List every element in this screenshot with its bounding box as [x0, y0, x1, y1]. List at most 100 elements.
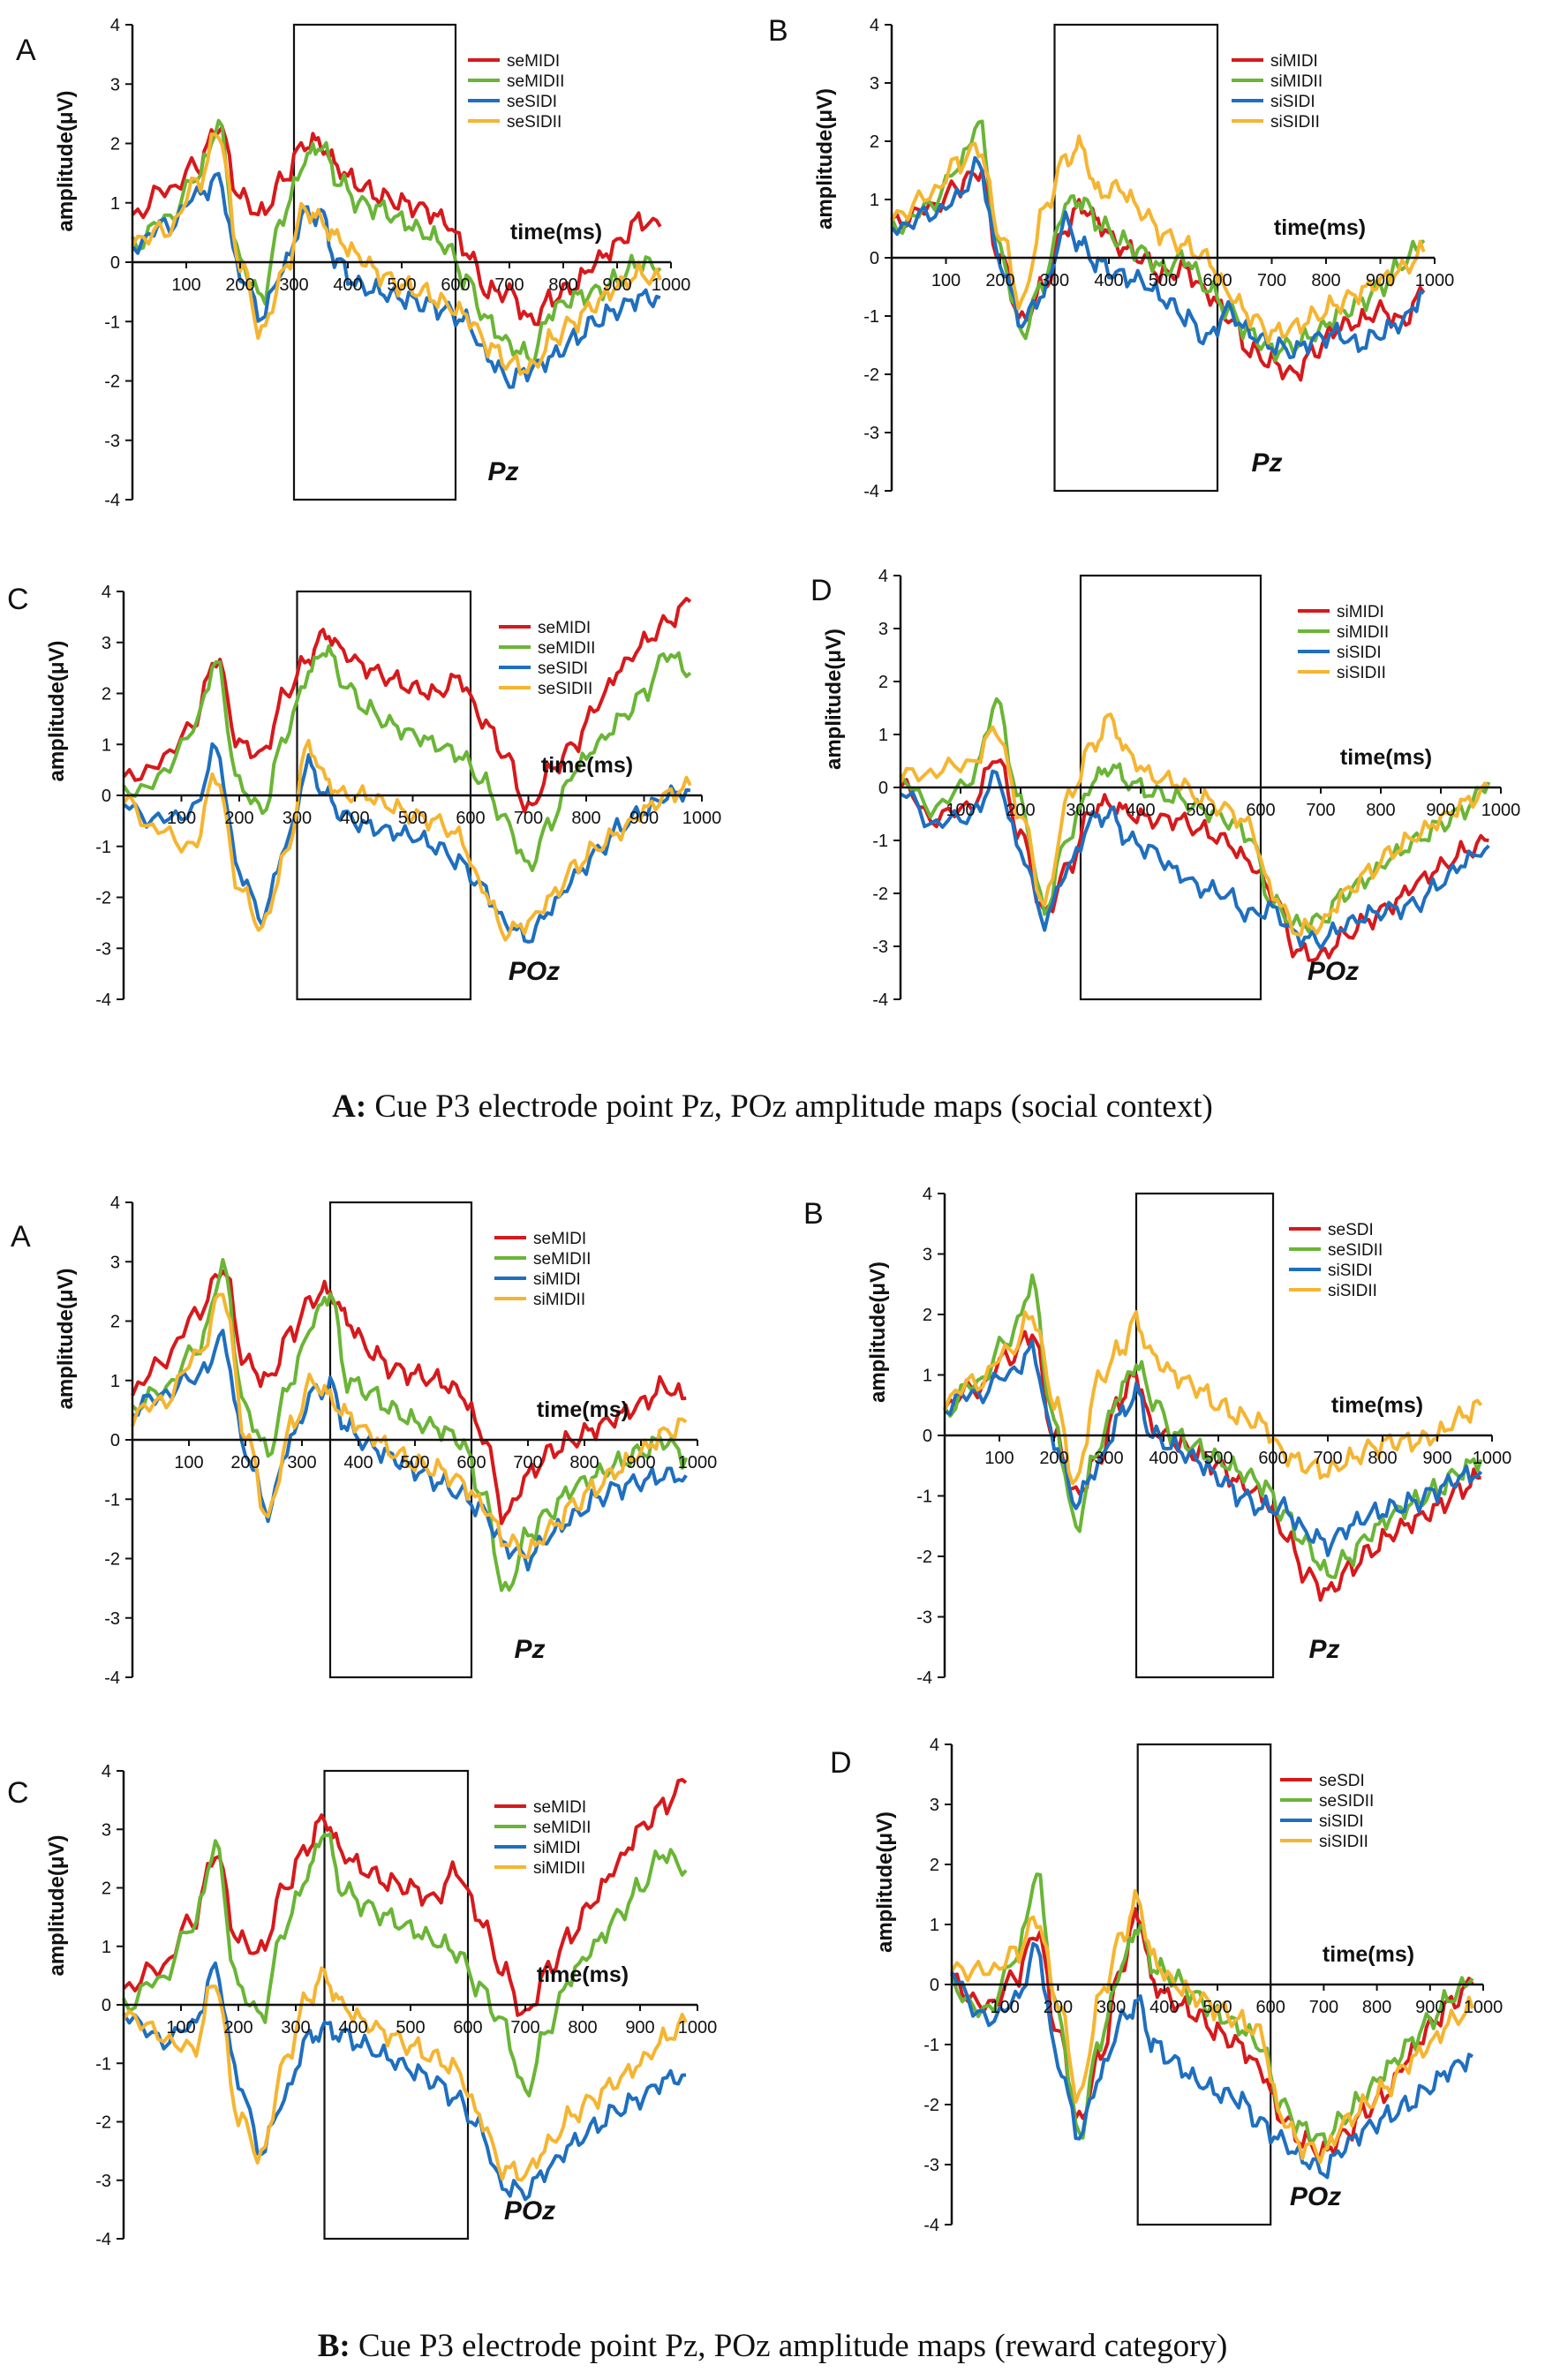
legend-entry: siSIDI — [1328, 1262, 1373, 1280]
x-tick-label: 400 — [333, 275, 362, 295]
x-tick-label: 100 — [171, 275, 200, 295]
electrode-label: Pz — [487, 457, 518, 486]
x-tick-label: 700 — [1257, 271, 1286, 290]
y-tick-label: -1 — [923, 2036, 939, 2055]
series-line-siMIDII — [122, 1966, 688, 2182]
x-tick-label: 500 — [1186, 801, 1215, 820]
x-tick-label: 400 — [1094, 271, 1123, 290]
y-tick-label: -1 — [104, 1490, 120, 1510]
series-line-seMIDII — [131, 1258, 689, 1593]
x-tick-label: 400 — [1149, 1449, 1178, 1468]
y-tick-label: 3 — [923, 1246, 932, 1265]
x-tick-label: 1000 — [1473, 1449, 1512, 1468]
y-tick-label: -4 — [95, 2230, 111, 2249]
y-tick-label: 3 — [110, 1253, 120, 1272]
x-axis-label: time(ms) — [1340, 745, 1432, 770]
y-tick-label: 0 — [110, 253, 120, 273]
x-tick-label: 700 — [1313, 1449, 1342, 1468]
x-tick-label: 800 — [548, 275, 577, 295]
y-tick-label: -1 — [872, 832, 888, 851]
y-tick-label: 4 — [110, 1194, 120, 1213]
x-tick-label: 600 — [456, 1453, 486, 1472]
x-tick-label: 600 — [453, 2018, 482, 2037]
y-tick-label: 3 — [102, 634, 111, 653]
x-tick-label: 600 — [1256, 1998, 1285, 2017]
legend-entry: seSIDII — [1319, 1792, 1374, 1811]
series-line-siSIDI — [900, 769, 1490, 951]
x-tick-label: 200 — [1006, 801, 1035, 820]
x-tick-label: 1000 — [682, 809, 722, 828]
legend-entry: siMIDI — [533, 1270, 581, 1289]
x-tick-label: 800 — [571, 809, 600, 828]
x-tick-label: 200 — [1044, 1998, 1073, 2017]
x-tick-label: 900 — [1422, 1449, 1451, 1468]
electrode-label: POz — [509, 957, 560, 986]
x-tick-label: 300 — [1040, 271, 1069, 290]
x-axis-label: time(ms) — [510, 220, 602, 245]
series-line-seSIDI — [122, 742, 691, 944]
y-tick-label: -3 — [916, 1608, 932, 1628]
series-line-siSIDI — [950, 1941, 1473, 2180]
y-tick-label: 3 — [878, 620, 888, 639]
x-tick-label: 1000 — [652, 275, 691, 295]
y-tick-label: -4 — [104, 491, 120, 510]
x-tick-label: 800 — [1362, 1998, 1391, 2017]
y-tick-label: 2 — [110, 1313, 120, 1332]
x-tick-label: 200 — [1039, 1449, 1068, 1468]
legend-entry: siMIDII — [533, 1859, 585, 1878]
x-tick-label: 300 — [1097, 1998, 1126, 2017]
x-tick-label: 900 — [602, 275, 631, 295]
x-tick-label: 1000 — [1481, 801, 1521, 820]
y-tick-label: 0 — [110, 1431, 120, 1450]
x-tick-label: 1000 — [678, 1453, 718, 1472]
panel-letter: D — [810, 574, 833, 607]
x-tick-label: 600 — [441, 275, 470, 295]
x-tick-label: 300 — [283, 809, 312, 828]
y-tick-label: 4 — [102, 583, 111, 602]
y-tick-label: 2 — [923, 1306, 932, 1325]
y-tick-label: -4 — [863, 482, 879, 501]
y-tick-label: 1 — [930, 1916, 939, 1935]
series-line-seMIDII — [122, 1832, 688, 2098]
series-line-siSIDII — [943, 1310, 1483, 1486]
x-tick-label: 100 — [984, 1449, 1014, 1468]
y-tick-label: 2 — [930, 1856, 939, 1875]
y-tick-label: 1 — [878, 726, 888, 745]
series-line-siSIDI — [944, 1339, 1483, 1557]
series-line-seMIDI — [122, 1777, 688, 2017]
electrode-label: POz — [1308, 957, 1359, 986]
x-tick-label: 900 — [1426, 801, 1455, 820]
x-tick-label: 400 — [1126, 801, 1155, 820]
y-tick-label: 0 — [102, 787, 111, 806]
legend-entry: siMIDII — [1337, 623, 1389, 642]
x-tick-label: 800 — [569, 1453, 599, 1472]
y-tick-label: -4 — [872, 990, 888, 1010]
y-tick-label: 1 — [110, 1372, 120, 1391]
series-line-seMIDI — [122, 597, 692, 814]
y-axis-label: amplitude(μV) — [822, 629, 846, 770]
x-tick-label: 200 — [225, 275, 254, 295]
electrode-label: POz — [504, 2196, 555, 2226]
y-tick-label: -3 — [104, 1609, 120, 1629]
x-tick-label: 400 — [340, 809, 369, 828]
series-line-siMIDI — [899, 758, 1489, 962]
panel-letter: B — [803, 1197, 824, 1231]
series-line-siSIDII — [950, 1889, 1474, 2165]
x-axis-label: time(ms) — [1323, 1942, 1414, 1967]
caption-b-label: B: — [317, 2328, 350, 2364]
legend-entry: siSIDII — [1328, 1282, 1377, 1300]
x-tick-label: 800 — [568, 2018, 597, 2037]
legend-entry: siMIDI — [1337, 603, 1384, 621]
y-tick-label: 1 — [110, 194, 120, 214]
y-tick-label: -4 — [923, 2216, 939, 2235]
legend-entry: seMIDII — [538, 639, 595, 658]
x-tick-label: 700 — [1306, 801, 1335, 820]
y-tick-label: -4 — [95, 990, 111, 1010]
x-tick-label: 100 — [931, 271, 961, 290]
x-tick-label: 900 — [626, 1453, 655, 1472]
